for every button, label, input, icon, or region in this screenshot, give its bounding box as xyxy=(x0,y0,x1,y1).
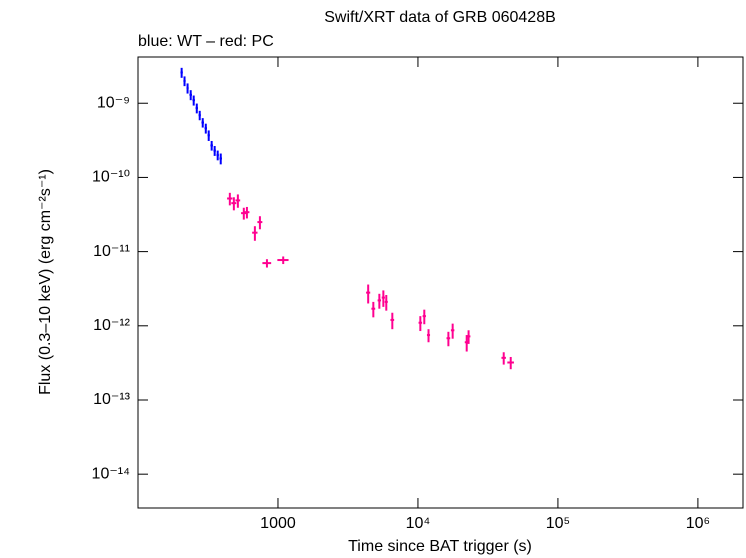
x-axis-label: Time since BAT trigger (s) xyxy=(348,538,532,555)
chart-title: Swift/XRT data of GRB 060428B xyxy=(324,9,556,26)
y-axis-label: Flux (0.3–10 keV) (erg cm⁻²s⁻¹) xyxy=(37,169,54,395)
x-tick-label: 10⁵ xyxy=(546,515,570,532)
y-tick-label: 10⁻¹² xyxy=(93,317,131,334)
y-tick-label: 10⁻⁹ xyxy=(97,94,130,111)
y-tick-label: 10⁻¹³ xyxy=(93,391,131,408)
plot-frame xyxy=(137,56,744,509)
chart-subtitle: blue: WT – red: PC xyxy=(138,33,274,50)
y-tick-label: 10⁻¹⁰ xyxy=(92,169,130,186)
y-tick-label: 10⁻¹¹ xyxy=(93,243,130,260)
y-tick-label: 10⁻¹⁴ xyxy=(92,465,131,482)
x-tick-label: 10⁶ xyxy=(686,515,710,532)
x-tick-label: 10⁴ xyxy=(406,515,431,532)
x-tick-label: 1000 xyxy=(260,515,296,532)
